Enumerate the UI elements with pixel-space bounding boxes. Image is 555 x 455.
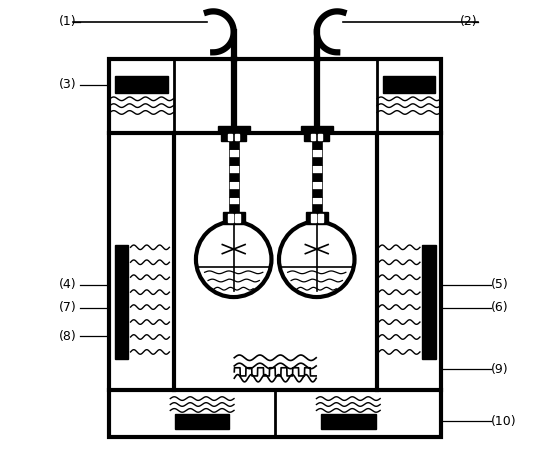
Bar xyxy=(229,157,239,165)
Bar xyxy=(223,212,245,224)
Bar xyxy=(228,134,233,140)
Bar xyxy=(311,134,315,140)
Bar xyxy=(221,133,246,141)
Bar xyxy=(304,133,329,141)
Text: (7): (7) xyxy=(59,301,77,314)
Text: (5): (5) xyxy=(491,278,509,291)
Text: (10): (10) xyxy=(491,415,517,428)
Bar xyxy=(383,76,435,93)
Bar xyxy=(228,214,233,222)
Bar xyxy=(321,414,376,429)
Bar xyxy=(306,212,327,224)
Bar xyxy=(229,149,239,157)
Bar xyxy=(229,141,239,149)
Bar xyxy=(312,181,322,188)
Bar xyxy=(312,165,322,172)
Circle shape xyxy=(196,222,271,297)
Bar xyxy=(109,59,441,437)
Bar xyxy=(422,245,436,359)
Bar xyxy=(235,134,239,140)
Bar xyxy=(229,204,239,212)
Bar xyxy=(312,197,322,204)
Text: (8): (8) xyxy=(59,329,77,343)
Bar xyxy=(312,172,322,181)
Bar xyxy=(312,141,322,149)
Bar xyxy=(312,149,322,157)
Bar xyxy=(115,245,128,359)
Bar xyxy=(175,414,229,429)
Text: (3): (3) xyxy=(59,78,77,91)
Text: (4): (4) xyxy=(59,278,77,291)
Bar xyxy=(229,197,239,204)
Bar xyxy=(229,133,239,141)
Text: (6): (6) xyxy=(491,301,509,314)
Bar xyxy=(312,204,322,212)
Bar xyxy=(115,76,168,93)
Bar xyxy=(301,126,333,132)
Bar xyxy=(317,134,322,140)
Bar xyxy=(312,133,322,141)
Bar xyxy=(312,157,322,165)
Bar xyxy=(317,214,323,222)
Text: (9): (9) xyxy=(491,363,509,376)
Bar xyxy=(218,126,250,132)
Bar xyxy=(229,172,239,181)
Bar xyxy=(229,181,239,188)
Bar xyxy=(235,214,240,222)
Circle shape xyxy=(279,222,355,297)
Text: (1): (1) xyxy=(59,15,77,28)
Bar xyxy=(229,188,239,197)
Bar xyxy=(229,165,239,172)
Bar xyxy=(311,214,316,222)
Text: (2): (2) xyxy=(460,15,477,28)
Bar xyxy=(312,188,322,197)
